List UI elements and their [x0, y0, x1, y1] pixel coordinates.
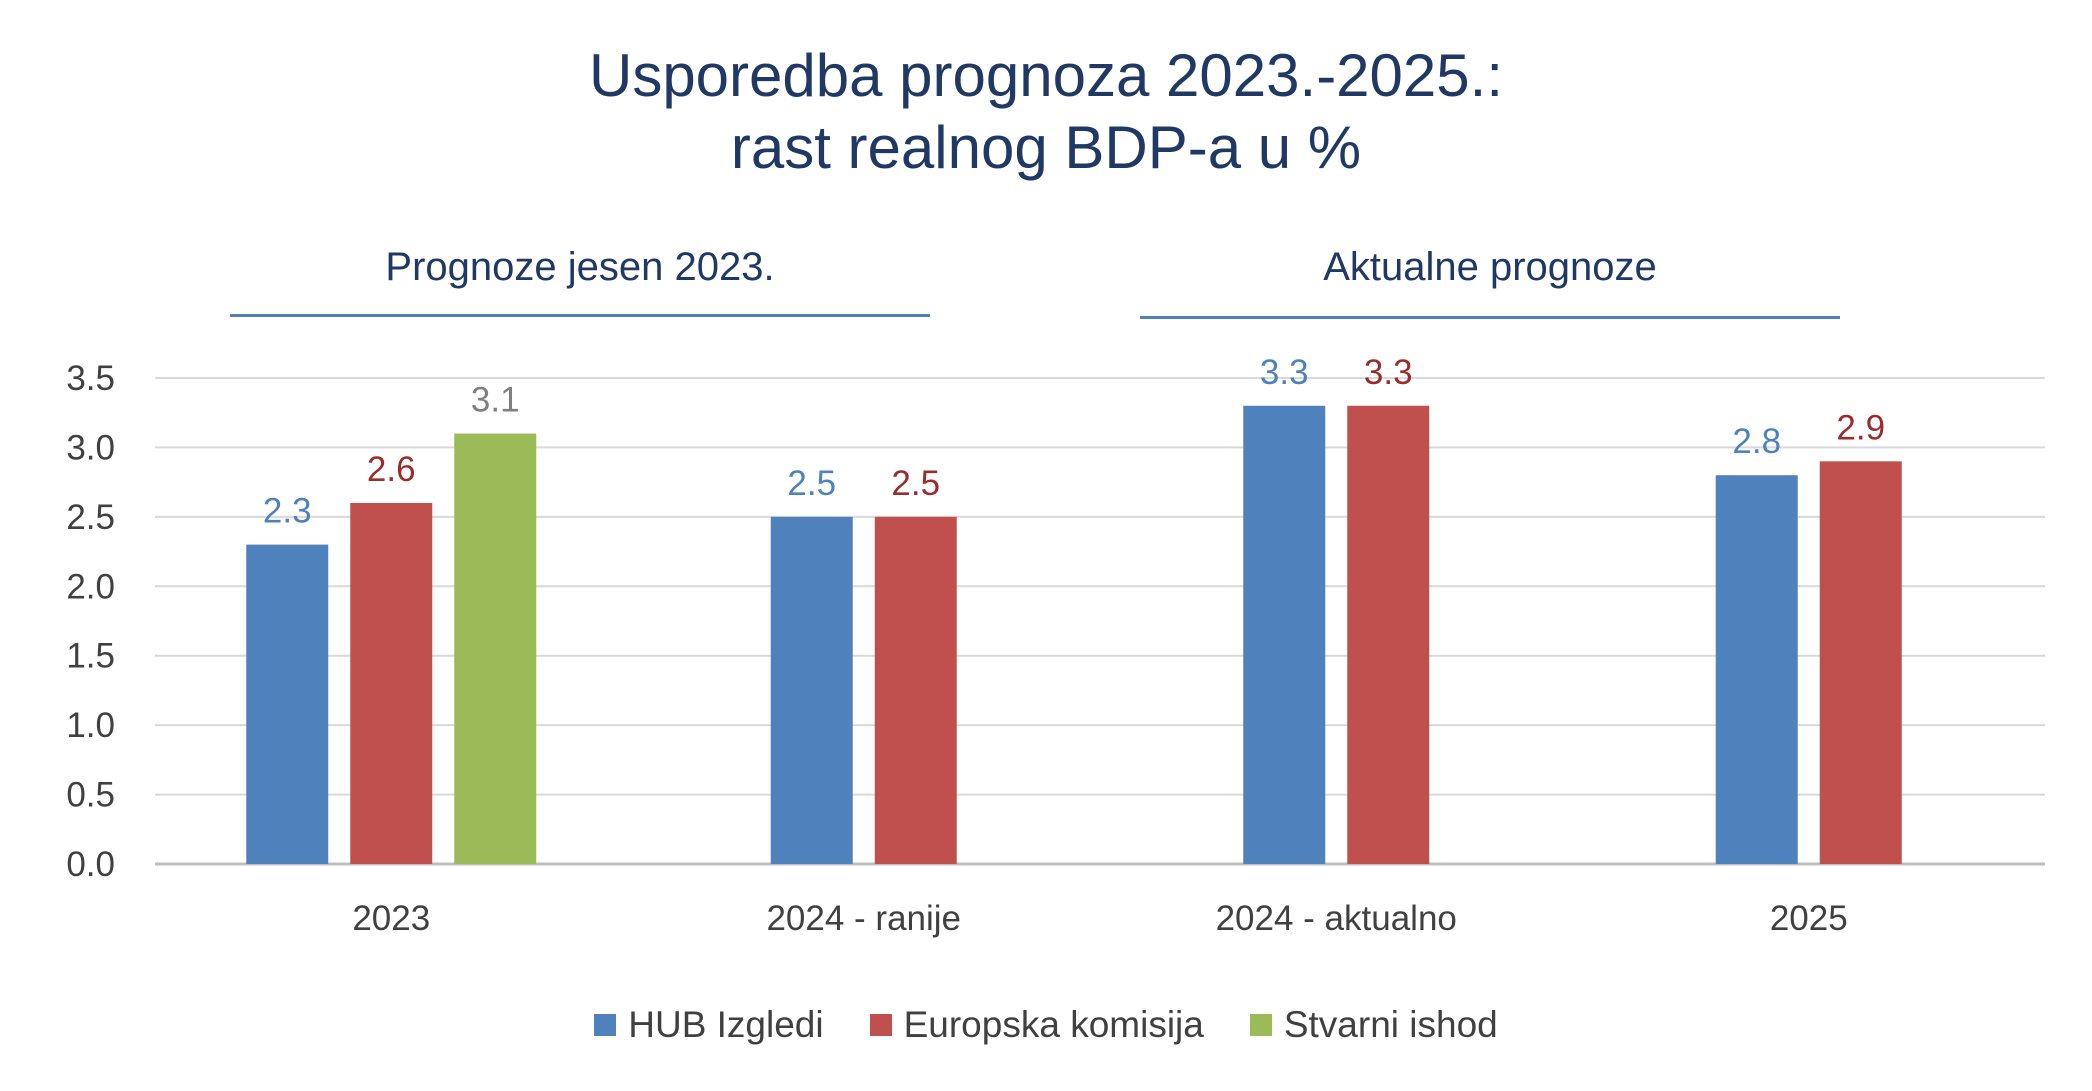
bar [770, 516, 853, 864]
y-tick-label: 1.5 [66, 637, 115, 676]
data-label: 2.3 [263, 492, 312, 531]
legend-item-ec: Europska komisija [869, 1004, 1204, 1046]
chart-title-line-1: Usporedba prognoza 2023.-2025.: [588, 42, 1503, 109]
group-underline-current [1140, 316, 1840, 319]
x-tick-label: 2025 [1770, 899, 1848, 938]
legend: HUB Izgledi Europska komisija Stvarni is… [0, 1004, 2092, 1046]
legend-label-ec: Europska komisija [903, 1004, 1204, 1045]
bars [246, 405, 1902, 864]
data-label: 2.8 [1732, 422, 1781, 461]
legend-item-hub: HUB Izgledi [594, 1004, 824, 1046]
data-label: 2.6 [367, 450, 416, 489]
x-tick-label: 2024 - ranije [766, 899, 961, 938]
x-axis-ticks: 2023 2024 - ranije 2024 - aktualno 2025 [352, 899, 1847, 938]
legend-swatch-hub [594, 1014, 617, 1036]
data-label: 3.3 [1260, 353, 1309, 392]
x-tick-label: 2024 - aktualno [1216, 899, 1457, 938]
bar [1715, 475, 1798, 864]
data-label: 2.9 [1836, 408, 1885, 447]
chart-title-line-2: rast realnog BDP-a u % [730, 114, 1362, 181]
plot-area: 0.0 0.5 1.0 1.5 2.0 2.5 3.0 3.5 2.3 2.6 3.1 2.5 2.5… [66, 353, 2045, 938]
legend-label-actual: Stvarni ishod [1283, 1004, 1498, 1045]
data-label: 3.1 [471, 381, 520, 420]
data-label: 2.5 [891, 464, 940, 503]
bar [1347, 405, 1430, 864]
data-labels: 2.3 2.6 3.1 2.5 2.5 3.3 3.3 2.8 2.9 [263, 353, 1885, 531]
legend-label-hub: HUB Izgledi [628, 1004, 824, 1045]
x-tick-label: 2023 [352, 899, 430, 938]
legend-item-actual: Stvarni ishod [1249, 1004, 1498, 1046]
y-tick-label: 2.5 [66, 498, 115, 537]
y-tick-label: 3.5 [66, 359, 115, 398]
group-label-current: Aktualne prognoze [1323, 245, 1657, 289]
y-tick-label: 0.0 [66, 845, 115, 884]
y-tick-label: 1.0 [66, 706, 115, 745]
data-label: 3.3 [1364, 353, 1413, 392]
legend-swatch-ec [869, 1014, 892, 1036]
bar [246, 544, 329, 864]
y-tick-label: 0.5 [66, 776, 115, 815]
group-label-autumn-2023: Prognoze jesen 2023. [385, 245, 775, 289]
legend-swatch-actual [1249, 1014, 1272, 1036]
bar [454, 433, 537, 864]
y-axis-ticks: 0.0 0.5 1.0 1.5 2.0 2.5 3.0 3.5 [66, 359, 115, 884]
bar [1819, 461, 1902, 864]
chart-title: Usporedba prognoza 2023.-2025.: rast rea… [0, 40, 2092, 184]
bar [874, 516, 957, 864]
y-tick-label: 3.0 [66, 428, 115, 467]
bar [1243, 405, 1326, 864]
data-label: 2.5 [787, 464, 836, 503]
bar [350, 502, 433, 864]
y-tick-label: 2.0 [66, 567, 115, 606]
group-underline-autumn-2023 [230, 314, 930, 317]
